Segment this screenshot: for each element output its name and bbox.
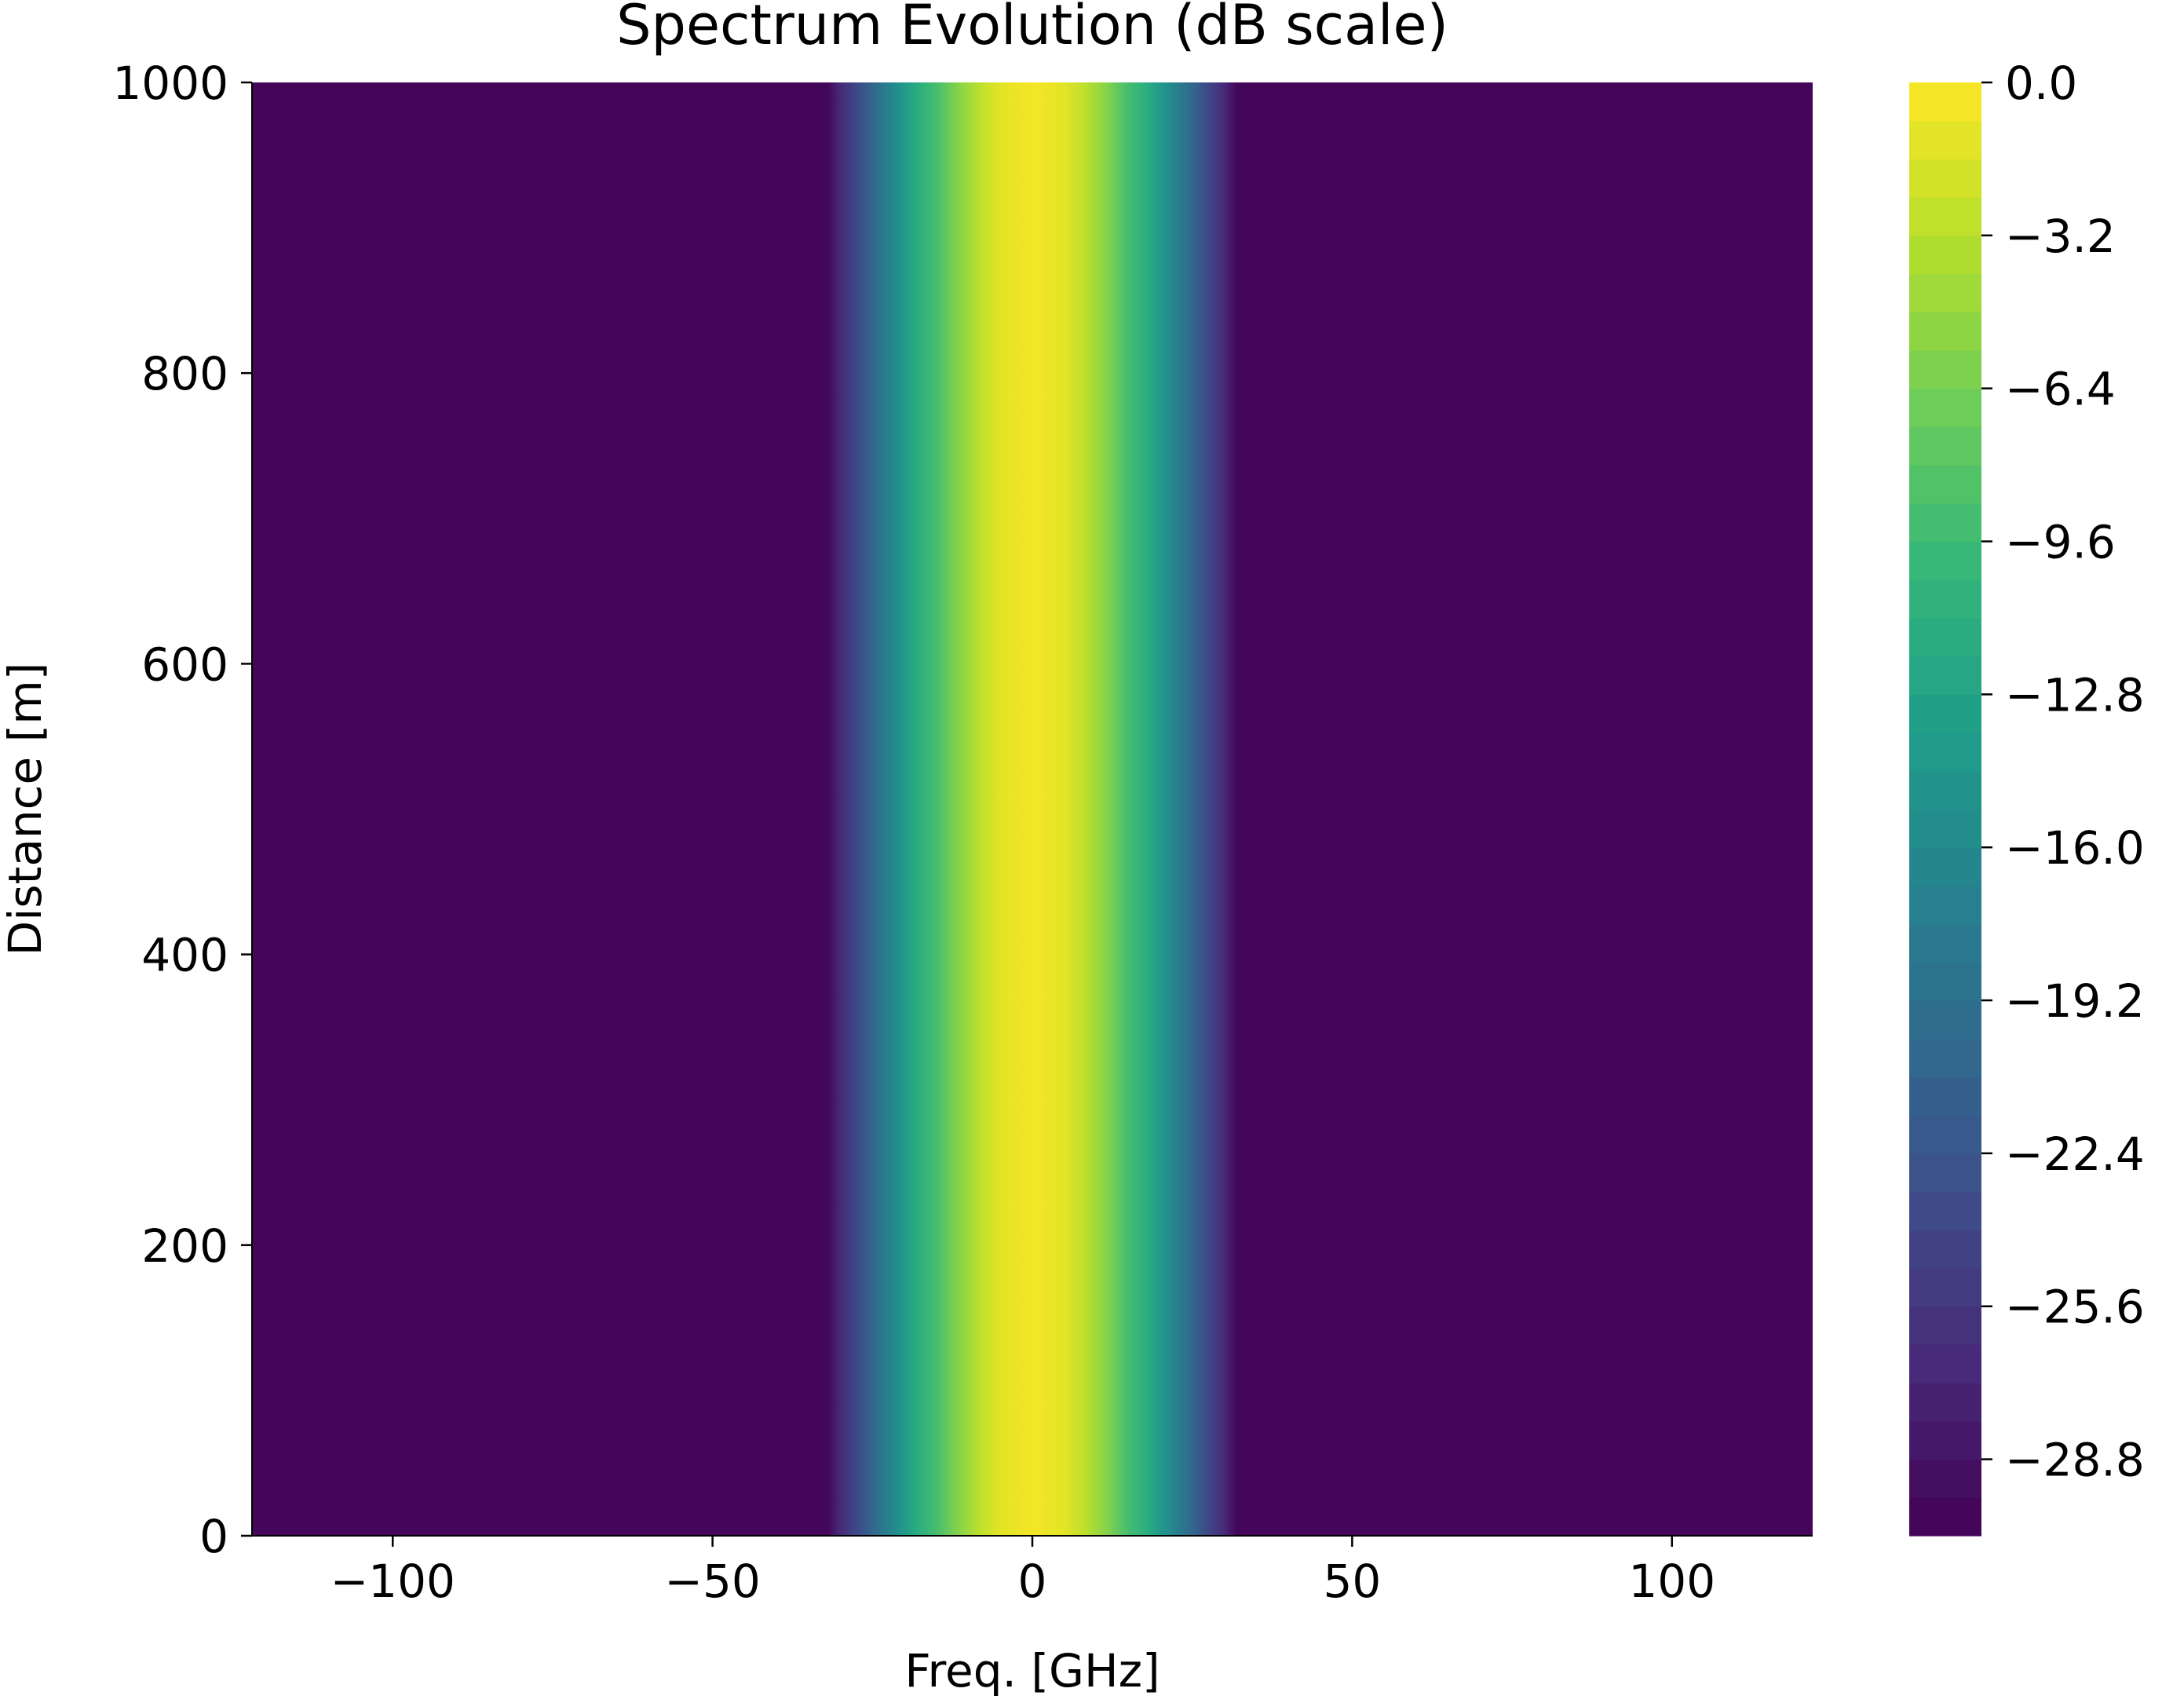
y-tick-label: 600	[141, 638, 228, 691]
colorbar-level	[1909, 1038, 1981, 1078]
colorbar-tick-label: −16.0	[2005, 821, 2145, 875]
colorbar-tick-label: −28.8	[2005, 1434, 2145, 1487]
colorbar-tick-label: −9.6	[2005, 516, 2116, 569]
colorbar-level	[1909, 809, 1981, 848]
colorbar-level	[1909, 273, 1981, 312]
colorbar-level	[1909, 733, 1981, 772]
plot-area	[252, 82, 1813, 1536]
colorbar-level	[1909, 885, 1981, 925]
y-tick-label: 1000	[112, 57, 228, 110]
colorbar-level	[1909, 1076, 1981, 1116]
y-axis-label: Distance [m]	[0, 663, 52, 956]
x-tick-label: 0	[1018, 1555, 1047, 1608]
colorbar-level	[1909, 426, 1981, 466]
colorbar-tick-label: −12.8	[2005, 668, 2145, 722]
x-tick-label: −100	[331, 1555, 455, 1608]
colorbar-level	[1909, 312, 1981, 351]
colorbar-level	[1909, 579, 1981, 619]
colorbar-level	[1909, 1000, 1981, 1040]
colorbar-level	[1909, 235, 1981, 275]
colorbar-level	[1909, 1420, 1981, 1460]
y-tick-label: 200	[141, 1219, 228, 1273]
colorbar-level	[1909, 617, 1981, 657]
colorbar-tick-label: −25.6	[2005, 1281, 2145, 1334]
colorbar-level	[1909, 1153, 1981, 1193]
colorbar-level	[1909, 1497, 1981, 1537]
heatmap-spectrum-band	[827, 82, 1237, 1536]
x-axis-label: Freq. [GHz]	[904, 1644, 1160, 1698]
x-tick-label: −50	[664, 1555, 760, 1608]
colorbar-level	[1909, 465, 1981, 504]
colorbar-level	[1909, 923, 1981, 963]
colorbar-level	[1909, 1459, 1981, 1498]
colorbar-level	[1909, 82, 1981, 122]
colorbar-level	[1909, 1191, 1981, 1230]
colorbar-tick-label: −22.4	[2005, 1127, 2145, 1181]
colorbar-level	[1909, 1383, 1981, 1422]
colorbar-level	[1909, 349, 1981, 389]
colorbar-level	[1909, 1306, 1981, 1346]
colorbar-level	[1909, 1230, 1981, 1269]
x-axis: −100 −50 0 50 100	[252, 1535, 1813, 1608]
colorbar-level	[1909, 1115, 1981, 1154]
colorbar-level	[1909, 694, 1981, 733]
colorbar-level	[1909, 120, 1981, 160]
colorbar-level	[1909, 159, 1981, 198]
colorbar-level	[1909, 388, 1981, 427]
y-tick-label: 400	[141, 929, 228, 982]
colorbar-level	[1909, 1344, 1981, 1383]
colorbar-level	[1909, 656, 1981, 695]
colorbar-tick-label: 0.0	[2005, 57, 2077, 110]
colorbar-tick-label: −19.2	[2005, 974, 2145, 1028]
colorbar-tick-label: −6.4	[2005, 363, 2116, 416]
colorbar-level	[1909, 197, 1981, 236]
colorbar-level	[1909, 1268, 1981, 1307]
y-axis: 0 200 400 600 800 1000	[112, 57, 253, 1563]
colorbar-level	[1909, 847, 1981, 886]
colorbar-tick-label: −3.2	[2005, 210, 2116, 263]
colorbar-level	[1909, 962, 1981, 1001]
chart-title: Spectrum Evolution (dB scale)	[616, 0, 1448, 57]
x-tick-label: 50	[1323, 1555, 1381, 1608]
colorbar-level	[1909, 502, 1981, 543]
x-tick-label: 100	[1628, 1555, 1715, 1608]
y-tick-label: 0	[199, 1510, 228, 1563]
y-tick-label: 800	[141, 347, 228, 400]
colorbar-level	[1909, 541, 1981, 580]
colorbar-level	[1909, 770, 1981, 810]
colorbar: 0.0 −3.2 −6.4 −9.6 −12.8 −16.0 −19.2 −22.4 −25.6…	[1909, 57, 2145, 1537]
